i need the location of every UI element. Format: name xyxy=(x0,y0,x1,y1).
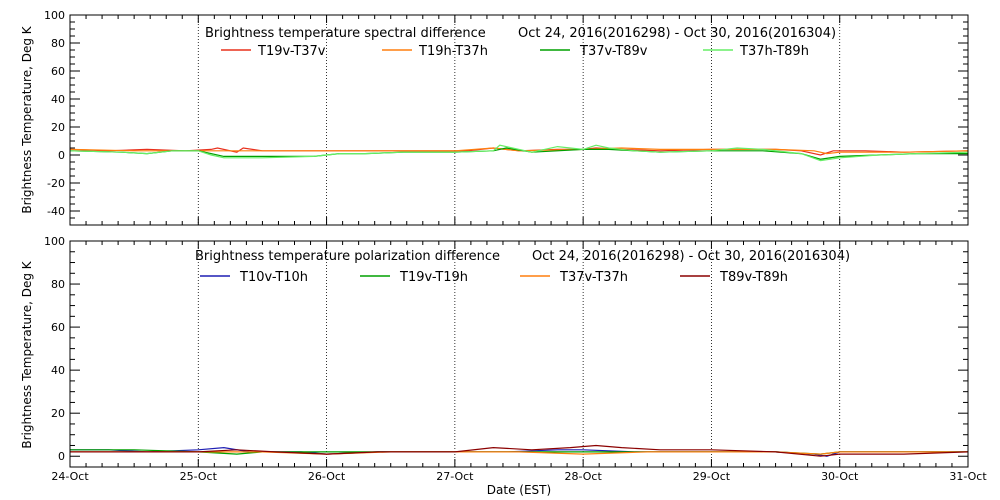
y-tick-label: 40 xyxy=(51,364,65,377)
axis-ticks xyxy=(69,240,969,468)
series-line-t37v-t37h xyxy=(70,451,968,455)
series-lines xyxy=(69,144,969,162)
legend-item-t37h-t89h: T37h-T89h xyxy=(703,44,809,59)
x-tick-label: 27-Oct xyxy=(436,470,474,483)
chart-date-range: Oct 24, 2016(2016298) - Oct 30, 2016(201… xyxy=(518,26,836,41)
y-axis-label: Brightness Temperature, Deg K xyxy=(20,25,34,213)
legend-item-t19h-t37h: T19h-T37h xyxy=(382,44,488,59)
x-tick-label: 30-Oct xyxy=(821,470,859,483)
legend-item-t89v-t89h: T89v-T89h xyxy=(680,270,788,285)
legend: T19v-T37v T19h-T37h T37v-T89v T37h-T89h xyxy=(221,44,809,59)
y-axis-label: Brightness Temperature, Deg K xyxy=(20,260,34,448)
x-tick-label: 29-Oct xyxy=(693,470,731,483)
x-tick-label: 31-Oct xyxy=(949,470,987,483)
legend: T10v-T10h T19v-T19h T37v-T37h T89v-T89h xyxy=(200,270,788,285)
legend-label: T37h-T89h xyxy=(739,44,809,59)
spectral-difference-panel: -40 -20 0 20 40 60 80 100 Brightness temperatur… xyxy=(20,9,969,226)
series-line-t89v-t89h xyxy=(70,444,969,457)
legend-label: T37v-T37h xyxy=(559,270,628,285)
legend-item-t37v-t37h: T37v-T37h xyxy=(520,270,628,285)
y-tick-label: 80 xyxy=(51,37,65,50)
y-tick-label: 100 xyxy=(44,9,65,22)
vertical-gridlines xyxy=(197,15,841,225)
legend-label: T19v-T37v xyxy=(257,44,326,59)
y-tick-label: 40 xyxy=(51,93,65,106)
chart-title: Brightness temperature polarization diff… xyxy=(195,249,500,264)
y-tick-label: 20 xyxy=(51,407,65,420)
y-tick-label: 20 xyxy=(51,121,65,134)
legend-item-t10v-t10h: T10v-T10h xyxy=(200,270,308,285)
y-tick-label: -40 xyxy=(47,205,65,218)
chart-title: Brightness temperature spectral differen… xyxy=(205,26,486,41)
y-tick-label: 60 xyxy=(51,65,65,78)
y-tick-label: 80 xyxy=(51,278,65,291)
chart-date-range: Oct 24, 2016(2016298) - Oct 30, 2016(201… xyxy=(532,249,850,264)
x-tick-label: 26-Oct xyxy=(308,470,346,483)
x-tick-label: 28-Oct xyxy=(564,470,602,483)
x-tick-label: 25-Oct xyxy=(180,470,218,483)
y-tick-label: 100 xyxy=(44,235,65,248)
legend-label: T89v-T89h xyxy=(719,270,788,285)
y-tick-label: 0 xyxy=(58,149,65,162)
y-tick-label: 60 xyxy=(51,321,65,334)
x-axis-label: Date (EST) xyxy=(487,483,551,497)
y-tick-labels: 0 20 40 60 80 100 xyxy=(44,235,65,463)
x-tick-label: 24-Oct xyxy=(51,470,89,483)
legend-label: T10v-T10h xyxy=(239,270,308,285)
axis-ticks xyxy=(69,14,969,226)
legend-label: T37v-T89v xyxy=(579,44,648,59)
series-line-t37h-t89h xyxy=(69,144,969,162)
legend-item-t19v-t37v: T19v-T37v xyxy=(221,44,326,59)
polarization-difference-panel: 0 20 40 60 80 100 24-Oct 25-Oct 26-Oct 27-Oct 28-… xyxy=(20,235,987,497)
y-tick-label: -20 xyxy=(47,177,65,190)
legend-label: T19v-T19h xyxy=(399,270,468,285)
legend-item-t37v-t89v: T37v-T89v xyxy=(540,44,648,59)
x-tick-labels: 24-Oct 25-Oct 26-Oct 27-Oct 28-Oct 29-Oct 30-O… xyxy=(51,470,987,483)
legend-item-t19v-t19h: T19v-T19h xyxy=(360,270,468,285)
y-tick-label: 0 xyxy=(58,450,65,463)
y-tick-labels: -40 -20 0 20 40 60 80 100 xyxy=(44,9,65,218)
series-lines xyxy=(70,444,969,457)
legend-label: T19h-T37h xyxy=(418,44,488,59)
